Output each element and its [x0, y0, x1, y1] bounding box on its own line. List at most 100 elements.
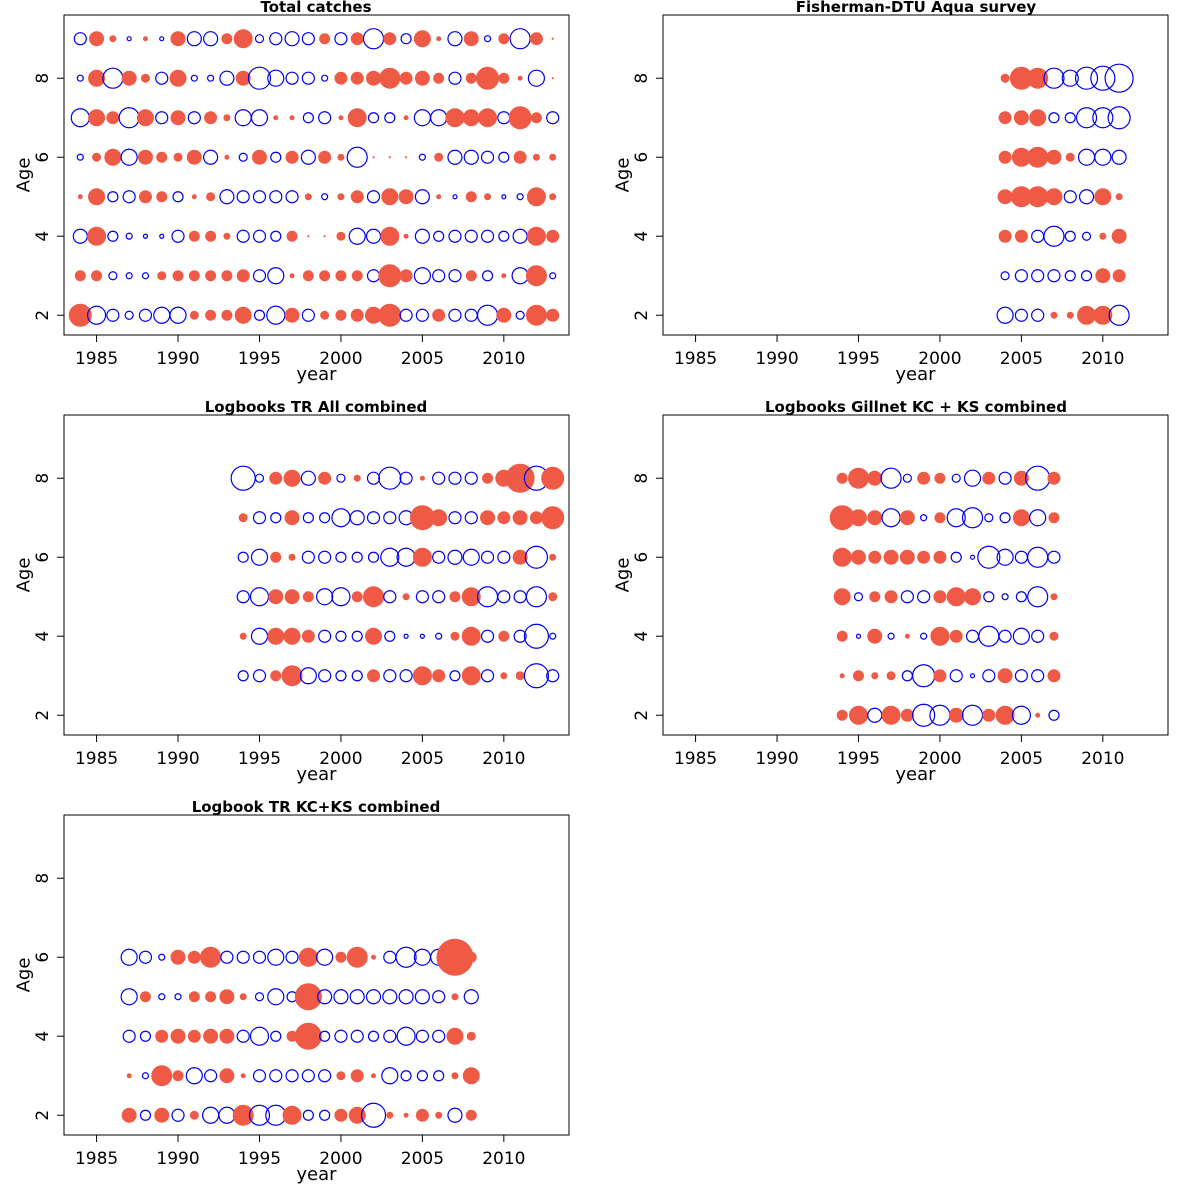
bubble-negative [270, 230, 282, 242]
bubble-negative [480, 669, 495, 683]
bubble-negative [153, 306, 171, 324]
bubble-positive [335, 951, 347, 963]
x-tick-label: 1995 [837, 749, 880, 769]
bubble-positive [235, 70, 251, 86]
bubble-negative [951, 473, 961, 483]
bubble-positive [836, 709, 848, 721]
bubble-negative [920, 514, 928, 522]
bubble-negative [319, 1030, 331, 1042]
bubble-negative [366, 511, 381, 525]
bubble-positive [465, 1109, 477, 1121]
bubble-negative [139, 1109, 152, 1121]
bubble-negative [480, 629, 495, 643]
bubble-negative [185, 1067, 203, 1085]
bubble-positive [283, 469, 301, 487]
bubble-negative [253, 309, 266, 321]
bubble-positive [1077, 305, 1097, 325]
bubble-positive [1014, 229, 1028, 243]
bubble-positive [415, 1108, 429, 1122]
bubble-positive [298, 947, 318, 967]
bubble-negative [414, 228, 430, 244]
bubble-negative [321, 193, 329, 201]
bubble-negative [174, 993, 182, 1001]
bubble-negative [367, 551, 380, 563]
bubble-negative [318, 669, 332, 683]
bubble-negative [853, 592, 864, 602]
bubble-negative [250, 109, 269, 127]
bubble-positive [121, 1107, 137, 1123]
bubble-positive [867, 628, 883, 644]
bubble-negative [929, 704, 951, 726]
bubble-positive [948, 707, 964, 723]
bubble-positive [867, 470, 883, 486]
x-tick-label: 1995 [837, 349, 880, 369]
bubble-negative [998, 471, 1012, 485]
bubble-positive [283, 627, 301, 645]
bubble-positive [403, 115, 409, 121]
bubble-positive [435, 1111, 443, 1119]
x-tick-label: 1990 [156, 749, 199, 769]
bubble-negative [1090, 65, 1116, 91]
bubble-positive [284, 307, 300, 323]
bubble-negative [269, 190, 283, 204]
y-tick-label: 4 [33, 631, 53, 642]
bubble-negative [961, 704, 984, 726]
bubble-positive [188, 230, 200, 242]
bubble-positive [154, 1107, 170, 1123]
bubble-positive [1046, 149, 1062, 165]
bubble-negative [138, 308, 153, 322]
bubble-positive [836, 472, 848, 484]
bubble-positive [498, 33, 510, 45]
bubble-negative [331, 508, 351, 528]
y-tick-label: 6 [632, 552, 652, 563]
bubble-negative [122, 190, 136, 204]
bubble-positive [848, 705, 868, 725]
bubble-negative [202, 1106, 220, 1124]
bubble-positive [904, 633, 910, 639]
bubble-negative [254, 34, 265, 44]
bubble-positive [219, 1068, 235, 1084]
bubble-positive [323, 235, 326, 238]
bubble-negative [230, 465, 256, 491]
bubble-positive [946, 587, 966, 607]
x-tick-label: 1990 [755, 749, 798, 769]
bubble-negative [159, 233, 165, 239]
bubble-positive [268, 589, 284, 605]
plot-area [662, 14, 1169, 336]
bubble-negative [430, 109, 448, 127]
x-tick-label: 1995 [238, 749, 281, 769]
bubble-negative [549, 272, 557, 280]
bubble-positive [286, 230, 298, 242]
bubble-positive [432, 308, 446, 322]
bubble-positive [366, 70, 382, 86]
bubble-negative [267, 948, 285, 966]
bubble-negative [395, 946, 417, 968]
bubble-negative [70, 108, 90, 128]
bubble-negative [319, 1109, 331, 1121]
bubble-positive [482, 472, 494, 484]
bubble-negative [72, 228, 88, 244]
bubble-positive [934, 472, 946, 484]
bubble-negative [267, 267, 285, 285]
bubble-negative [448, 229, 462, 243]
bubble-positive [318, 150, 332, 164]
bubble-negative [1064, 230, 1076, 242]
bubble-positive [188, 270, 200, 282]
x-tick-label: 2000 [319, 749, 362, 769]
bubble-negative [950, 551, 962, 563]
bubble-negative [497, 550, 511, 564]
bubble-positive [240, 1073, 246, 1079]
bubble-negative [447, 31, 463, 47]
bubble-positive [302, 591, 314, 603]
x-tick-label: 1990 [156, 349, 199, 369]
bubble-negative [1048, 709, 1060, 721]
bubble-negative [432, 269, 446, 283]
bubble-positive [500, 672, 508, 680]
bubble-negative [415, 1029, 429, 1043]
bubble-negative [360, 1102, 387, 1128]
bubble-positive [224, 154, 230, 160]
bubble-negative [380, 547, 400, 567]
bubble-positive [169, 69, 187, 87]
bubble-negative [396, 547, 416, 567]
